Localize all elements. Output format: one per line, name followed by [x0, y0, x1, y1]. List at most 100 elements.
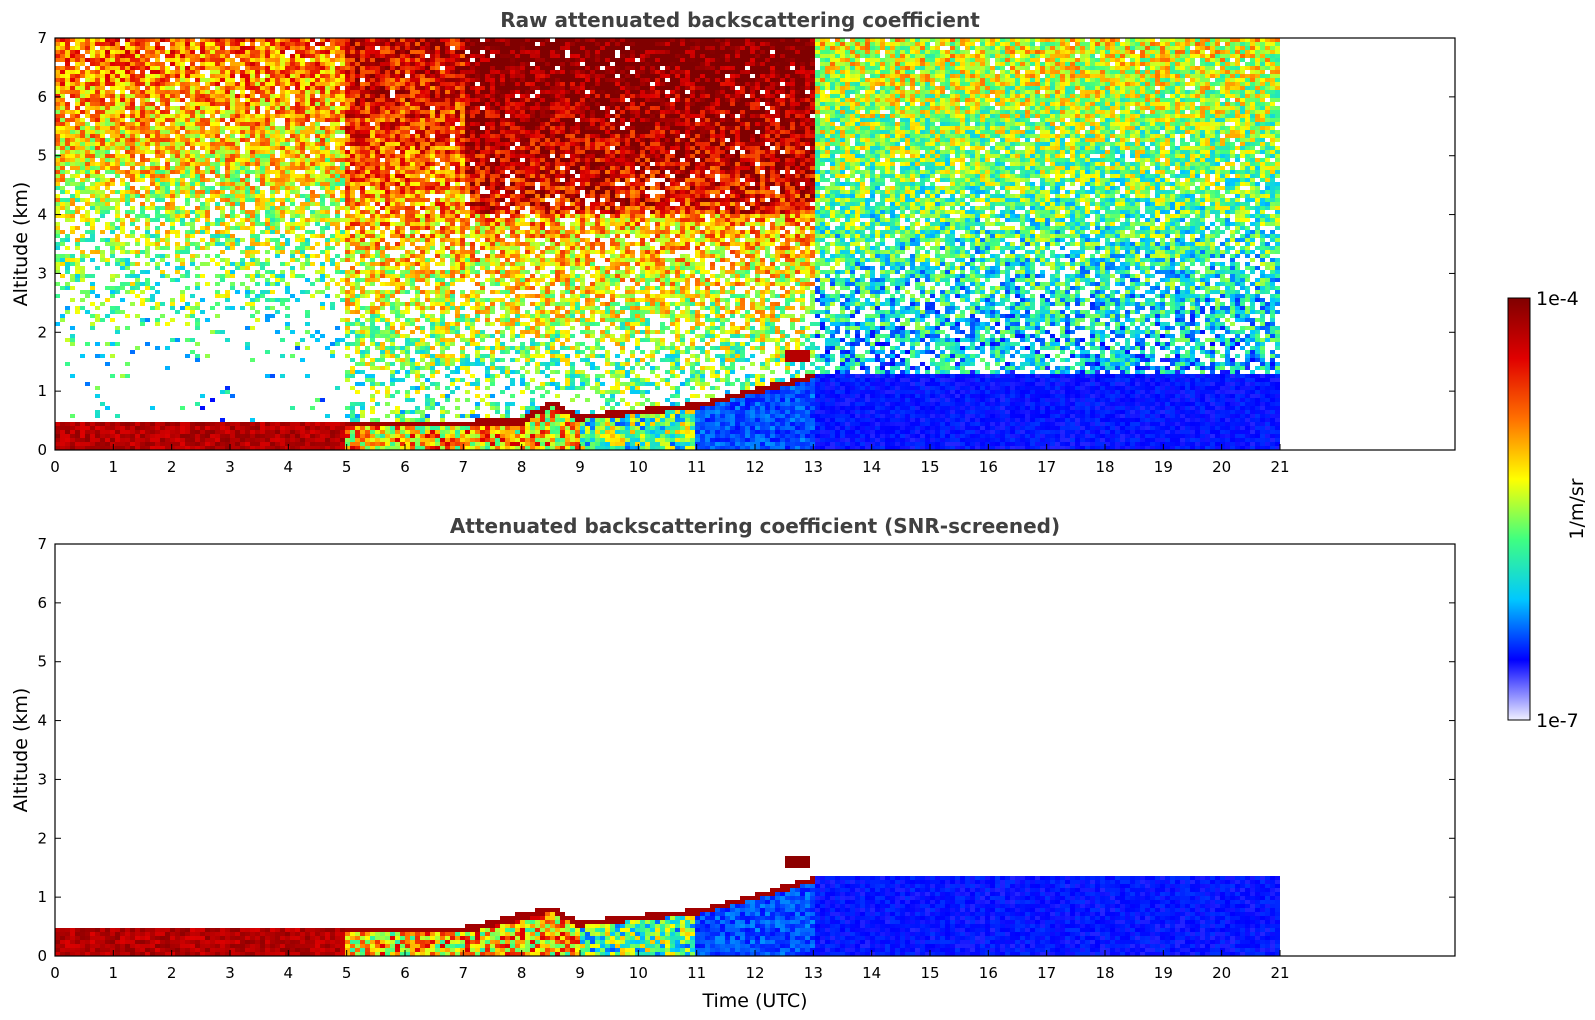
heatmap-cell	[80, 58, 85, 62]
heatmap-cell	[255, 134, 260, 138]
heatmap-cell	[270, 66, 275, 70]
heatmap-cell	[285, 146, 290, 150]
heatmap-cell	[380, 294, 385, 298]
heatmap-cell	[180, 138, 185, 142]
heatmap-cell	[410, 422, 415, 426]
heatmap-cell	[80, 186, 85, 190]
heatmap-cell	[180, 274, 185, 278]
heatmap-cell	[100, 434, 105, 438]
heatmap-cell	[75, 270, 80, 274]
heatmap-cell	[200, 206, 205, 210]
heatmap-cell	[320, 182, 325, 186]
heatmap-cell	[245, 294, 250, 298]
heatmap-cell	[220, 434, 225, 438]
heatmap-cell	[195, 126, 200, 130]
heatmap-cell	[260, 438, 265, 442]
heatmap-cell	[425, 318, 430, 322]
heatmap-cell	[370, 206, 375, 210]
heatmap-cell	[265, 82, 270, 86]
heatmap-cell	[360, 226, 365, 230]
heatmap-cell	[360, 426, 365, 430]
heatmap-cell	[345, 138, 350, 142]
heatmap-cell	[135, 274, 140, 278]
heatmap-cell	[320, 194, 325, 198]
heatmap-cell	[200, 154, 205, 158]
heatmap-cell	[120, 262, 125, 266]
heatmap-cell	[370, 142, 375, 146]
heatmap-cell	[375, 210, 380, 214]
heatmap-cell	[135, 422, 140, 426]
heatmap-cell	[295, 422, 300, 426]
heatmap-cell	[345, 214, 350, 218]
heatmap-cell	[415, 106, 420, 110]
heatmap-cell	[265, 122, 270, 126]
heatmap-cell	[370, 102, 375, 106]
heatmap-cell	[410, 134, 415, 138]
heatmap-cell	[430, 150, 435, 154]
heatmap-cell	[400, 410, 405, 414]
heatmap-cell	[65, 118, 70, 122]
heatmap-cell	[220, 190, 225, 194]
heatmap-cell	[115, 426, 120, 430]
heatmap-cell	[310, 130, 315, 134]
heatmap-cell	[115, 146, 120, 150]
heatmap-cell	[350, 142, 355, 146]
heatmap-cell	[400, 242, 405, 246]
heatmap-cell	[65, 134, 70, 138]
heatmap-cell	[165, 442, 170, 446]
heatmap-cell	[420, 386, 425, 390]
heatmap-cell	[190, 242, 195, 246]
heatmap-cell	[430, 270, 435, 274]
heatmap-cell	[330, 50, 335, 54]
heatmap-cell	[200, 106, 205, 110]
heatmap-cell	[410, 190, 415, 194]
heatmap-cell	[360, 234, 365, 238]
heatmap-cell	[115, 286, 120, 290]
heatmap-cell	[360, 406, 365, 410]
heatmap-cell	[405, 354, 410, 358]
heatmap-cell	[255, 214, 260, 218]
heatmap-cell	[400, 206, 405, 210]
heatmap-cell	[275, 98, 280, 102]
heatmap-cell	[130, 70, 135, 74]
heatmap-cell	[75, 442, 80, 446]
heatmap-cell	[120, 58, 125, 62]
heatmap-cell	[110, 78, 115, 82]
heatmap-cell	[345, 290, 350, 294]
heatmap-cell	[105, 178, 110, 182]
heatmap-cell	[405, 186, 410, 190]
heatmap-cell	[235, 182, 240, 186]
heatmap-cell	[260, 182, 265, 186]
heatmap-cell	[75, 310, 80, 314]
heatmap-cell	[435, 230, 440, 234]
heatmap-cell	[205, 422, 210, 426]
heatmap-cell	[155, 306, 160, 310]
heatmap-cell	[180, 214, 185, 218]
heatmap-cell	[215, 302, 220, 306]
heatmap-cell	[85, 110, 90, 114]
heatmap-cell	[395, 434, 400, 438]
heatmap-cell	[405, 174, 410, 178]
heatmap-cell	[90, 54, 95, 58]
heatmap-cell	[75, 134, 80, 138]
heatmap-cell	[210, 146, 215, 150]
heatmap-cell	[65, 138, 70, 142]
heatmap-cell	[185, 186, 190, 190]
heatmap-cell	[400, 86, 405, 90]
heatmap-cell	[375, 186, 380, 190]
heatmap-cell	[130, 170, 135, 174]
heatmap-cell	[425, 110, 430, 114]
heatmap-cell	[345, 318, 350, 322]
heatmap-cell	[135, 110, 140, 114]
heatmap-cell	[385, 438, 390, 442]
heatmap-cell	[165, 234, 170, 238]
heatmap-cell	[420, 326, 425, 330]
heatmap-cell	[115, 198, 120, 202]
heatmap-cell	[310, 334, 315, 338]
heatmap-cell	[335, 110, 340, 114]
heatmap-cell	[190, 350, 195, 354]
heatmap-cell	[230, 162, 235, 166]
heatmap-cell	[210, 62, 215, 66]
heatmap-cell	[120, 226, 125, 230]
heatmap-cell	[355, 318, 360, 322]
